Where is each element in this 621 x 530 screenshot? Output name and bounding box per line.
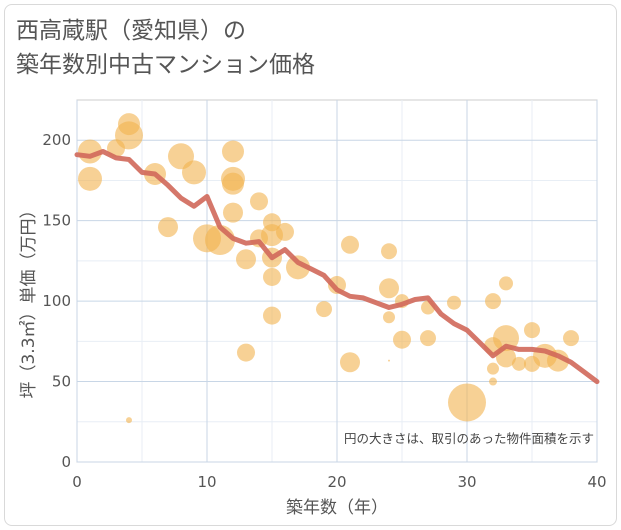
trend-line — [74, 149, 600, 385]
data-bubble — [381, 243, 397, 260]
data-bubble — [388, 359, 390, 362]
y-tick-label: 0 — [61, 453, 71, 471]
data-bubble — [448, 383, 486, 422]
data-bubble — [236, 249, 256, 270]
data-bubble — [286, 255, 310, 280]
data-bubble — [489, 377, 497, 386]
data-bubble — [263, 306, 281, 325]
y-tick-label: 200 — [42, 131, 71, 149]
data-bubble — [512, 356, 526, 371]
bubble-series — [78, 113, 579, 424]
data-bubble — [316, 301, 332, 318]
data-bubble — [222, 140, 244, 163]
data-bubble — [78, 166, 102, 191]
data-bubble — [447, 295, 461, 310]
data-bubble — [222, 172, 244, 195]
data-bubble — [524, 322, 540, 339]
data-bubble — [276, 222, 294, 241]
x-tick-label: 0 — [72, 473, 82, 491]
x-axis-ticks: 0 10 20 30 40 — [72, 473, 606, 491]
data-bubble — [126, 417, 132, 424]
data-bubble — [420, 330, 436, 347]
y-axis-title: 坪（3.3㎡）単価（万円） — [19, 201, 39, 398]
data-bubble — [393, 330, 411, 349]
data-bubble — [250, 192, 268, 211]
data-bubble — [485, 293, 501, 310]
data-bubble — [237, 343, 255, 362]
data-bubble — [223, 202, 243, 223]
y-tick-label: 100 — [42, 292, 71, 310]
x-tick-label: 40 — [587, 473, 606, 491]
data-bubble — [115, 121, 143, 150]
data-bubble — [263, 267, 281, 286]
data-bubble — [493, 325, 519, 352]
data-bubble — [563, 330, 579, 347]
data-bubble — [341, 235, 359, 254]
trend-series — [74, 149, 600, 385]
data-bubble — [383, 311, 395, 324]
data-bubble — [158, 217, 178, 238]
y-tick-label: 150 — [42, 212, 71, 230]
data-bubble — [340, 352, 360, 373]
x-tick-label: 30 — [457, 473, 476, 491]
chart-title: 西高蔵駅（愛知県）の 築年数別中古マンション価格 — [16, 14, 315, 82]
x-tick-label: 20 — [327, 473, 346, 491]
y-axis-ticks: 0 50 100 150 200 — [42, 131, 71, 471]
x-tick-label: 10 — [197, 473, 216, 491]
chart-title-line-2: 築年数別中古マンション価格 — [16, 52, 315, 78]
data-bubble — [379, 278, 399, 299]
y-tick-label: 50 — [52, 373, 71, 391]
data-bubble — [487, 362, 499, 375]
size-note: 円の大きさは、取引のあった物件面積を示す — [344, 431, 594, 446]
x-axis-title: 築年数（年） — [286, 498, 388, 518]
chart-title-line-1: 西高蔵駅（愛知県）の — [16, 18, 246, 44]
data-bubble — [499, 276, 513, 291]
data-bubble — [182, 160, 206, 185]
